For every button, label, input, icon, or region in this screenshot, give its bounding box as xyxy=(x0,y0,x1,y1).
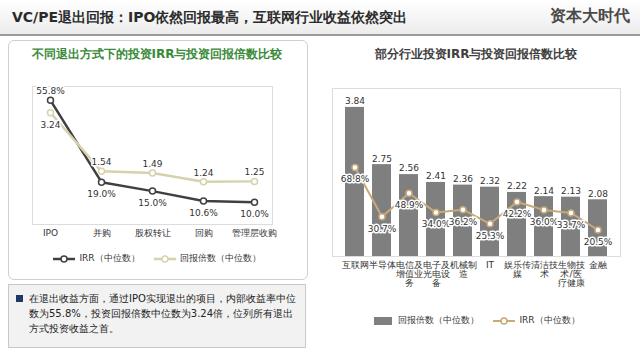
svg-text:IT: IT xyxy=(486,260,495,270)
svg-text:2.08: 2.08 xyxy=(588,189,608,199)
html-text:不同退出方式下的投资IRR与投资回报倍数比较: 不同退出方式下的投资IRR与投资回报倍数比较 xyxy=(31,47,283,61)
svg-text:互联网: 互联网 xyxy=(342,260,369,270)
svg-text:清洁技术: 清洁技术 xyxy=(531,260,558,279)
svg-text:机械制造: 机械制造 xyxy=(450,260,477,279)
html-text:回报倍数（中位数）: 回报倍数（中位数） xyxy=(179,253,261,263)
svg-text:2.22: 2.22 xyxy=(507,181,527,191)
svg-text:20.5%: 20.5% xyxy=(584,237,613,247)
svg-text:25.3%: 25.3% xyxy=(476,231,505,241)
html-text:在退出收益方面，通过IPO实现退出的项目，内部收益率中位数为: 在退出收益方面，通过IPO实现退出的项目，内部收益率中位数为55.8%，投资回报… xyxy=(29,293,296,334)
svg-text:金融: 金融 xyxy=(589,260,607,270)
svg-text:2.56: 2.56 xyxy=(399,163,419,173)
svg-text:2.32: 2.32 xyxy=(480,176,500,186)
svg-text:并购: 并购 xyxy=(93,228,111,238)
svg-text:42.2%: 42.2% xyxy=(503,209,532,219)
svg-text:半导体: 半导体 xyxy=(369,260,396,270)
svg-text:2.14: 2.14 xyxy=(534,186,554,196)
svg-text:15.0%: 15.0% xyxy=(138,198,167,208)
svg-text:IPO: IPO xyxy=(43,228,58,238)
svg-text:1.54: 1.54 xyxy=(91,157,111,167)
html-text:部分行业投资IRR与投资回报倍数比较: 部分行业投资IRR与投资回报倍数比较 xyxy=(374,47,578,61)
svg-text:娱乐传媒: 娱乐传媒 xyxy=(504,260,531,279)
html-text:IRR（中位数）: IRR（中位数） xyxy=(519,315,580,325)
svg-text:36.2%: 36.2% xyxy=(449,217,478,227)
svg-text:生物技术/医疗健康: 生物技术/医疗健康 xyxy=(558,260,585,288)
svg-text:33.7%: 33.7% xyxy=(557,220,586,230)
svg-text:管理层收购: 管理层收购 xyxy=(232,228,277,238)
svg-text:10.0%: 10.0% xyxy=(240,209,269,219)
svg-text:30.7%: 30.7% xyxy=(368,224,397,234)
svg-text:1.49: 1.49 xyxy=(142,159,162,169)
svg-text:2.13: 2.13 xyxy=(561,186,581,196)
svg-text:19.0%: 19.0% xyxy=(87,189,116,199)
svg-text:股权转让: 股权转让 xyxy=(135,228,171,238)
svg-text:2.36: 2.36 xyxy=(453,174,473,184)
svg-text:55.8%: 55.8% xyxy=(36,86,65,96)
html-text:IRR（中位数）: IRR（中位数） xyxy=(79,253,140,263)
svg-text:34.0%: 34.0% xyxy=(422,219,451,229)
html-text:回报倍数（中位数）: 回报倍数（中位数） xyxy=(398,315,480,325)
svg-text:3.24: 3.24 xyxy=(40,120,60,130)
svg-text:1.24: 1.24 xyxy=(193,168,213,178)
svg-text:3.84: 3.84 xyxy=(345,96,365,106)
svg-text:48.9%: 48.9% xyxy=(395,200,424,210)
svg-text:2.41: 2.41 xyxy=(426,171,446,181)
svg-text:68.8%: 68.8% xyxy=(341,174,370,184)
svg-text:回购: 回购 xyxy=(195,228,213,238)
html-text:VC/PE退出回报：IPO依然回报最高，互联网行业收益依然突: VC/PE退出回报：IPO依然回报最高，互联网行业收益依然突出 xyxy=(12,9,408,25)
svg-text:10.6%: 10.6% xyxy=(189,208,218,218)
svg-text:2.75: 2.75 xyxy=(372,154,392,164)
svg-text:1.25: 1.25 xyxy=(244,167,264,177)
svg-text:电子及光电设备: 电子及光电设备 xyxy=(423,260,450,288)
html-text:资本大时代: 资本大时代 xyxy=(550,6,630,25)
svg-text:电信及增值业务: 电信及增值业务 xyxy=(395,260,423,288)
svg-text:36.0%: 36.0% xyxy=(530,217,559,227)
